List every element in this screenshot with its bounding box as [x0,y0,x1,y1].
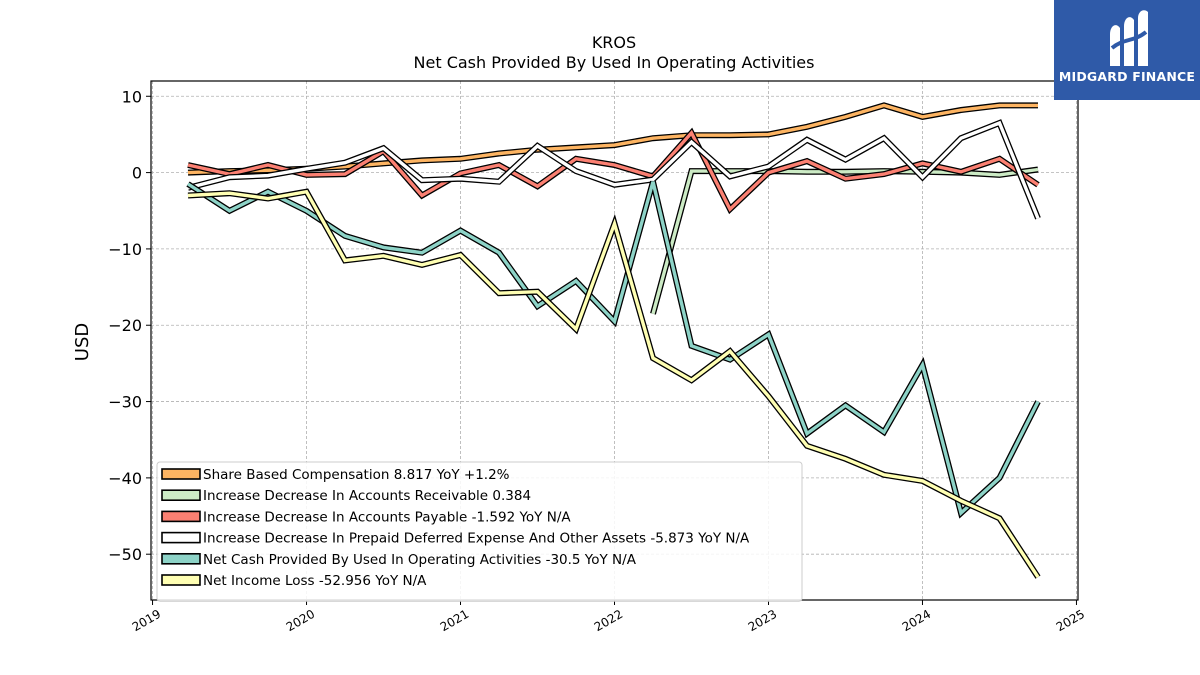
legend-box [156,461,803,602]
x-tick-label: 2021 [438,607,471,634]
y-tick-label: −40 [108,469,142,488]
midgard-logo-icon [1110,10,1148,66]
logo-text: MIDGARD FINANCE [1058,69,1196,84]
legend-swatch [161,574,201,586]
chart-title: KROS [592,33,636,52]
series-line [651,167,1039,315]
legend-swatch [161,552,201,565]
series-3 [187,127,1040,215]
series-line [187,181,1040,517]
legend-label: Increase Decrease In Prepaid Deferred Ex… [203,531,750,547]
series-line [187,120,1040,220]
y-tick-label: 10 [122,87,142,106]
series-6 [187,188,1041,579]
brand-logo: MIDGARD FINANCE [1054,0,1200,100]
x-tick-label: 2020 [284,607,317,634]
y-axis-label: USD [72,323,93,361]
series-lines [186,102,1041,579]
x-tick-label: 2024 [900,607,933,634]
series-4 [187,119,1041,220]
x-tick-label: 2019 [130,607,163,634]
x-tick-label: 2022 [592,607,625,634]
series-5 [186,180,1041,519]
series-2 [650,166,1039,315]
legend-label: Increase Decrease In Accounts Payable -1… [203,509,571,525]
y-tick-label: −10 [108,240,142,259]
legend-swatch [161,489,201,502]
legend-swatch [161,531,201,544]
y-tick-label: −20 [108,316,142,335]
legend-swatch [161,468,201,480]
legend-label: Net Income Loss -52.956 YoY N/A [203,573,427,589]
chart-subtitle: Net Cash Provided By Used In Operating A… [414,53,815,72]
legend: Share Based Compensation 8.817 YoY +1.2%… [156,461,803,602]
x-tick-label: 2023 [746,607,779,634]
series-line-outline [650,166,1039,315]
y-tick-label: −50 [108,545,142,564]
y-tick-label: 0 [132,164,142,183]
y-tick-label: −30 [108,393,142,412]
series-line [187,189,1040,579]
legend-label: Share Based Compensation 8.817 YoY +1.2% [203,467,510,483]
legend-label: Increase Decrease In Accounts Receivable… [203,488,531,504]
legend-swatch [161,510,201,523]
x-tick-label: 2025 [1054,607,1087,634]
series-line [187,129,1039,213]
legend-label: Net Cash Provided By Used In Operating A… [203,552,637,568]
